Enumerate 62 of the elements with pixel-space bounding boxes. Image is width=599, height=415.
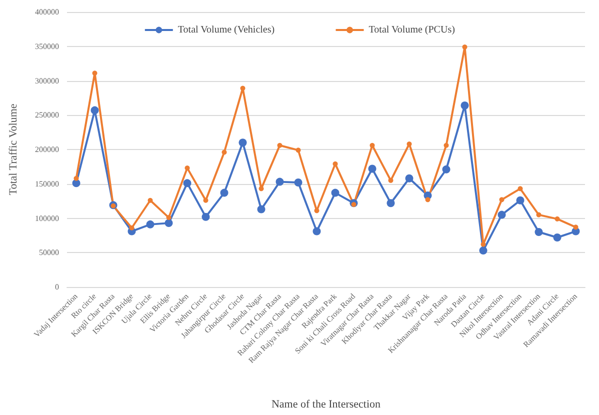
point [368,164,376,173]
point [277,142,282,148]
y-tick-label: 350000 [35,42,59,51]
point [534,228,543,236]
point [518,186,523,192]
point [90,106,99,114]
point [92,70,98,76]
point [222,150,227,155]
point [257,205,266,214]
point [296,148,301,153]
point [498,210,506,219]
point [331,188,340,197]
y-tick-label: 400000 [35,8,59,16]
point [276,178,284,186]
point [166,215,172,220]
point [312,227,321,236]
y-tick-label: 300000 [35,76,59,86]
point [554,216,560,222]
point [442,165,450,174]
point [203,198,208,203]
point [425,197,430,202]
x-axis-title: Name of the Intersection [271,398,382,410]
point [536,212,542,218]
point [370,142,375,148]
point [220,188,228,197]
point [148,198,153,203]
point [573,224,578,230]
y-axis-title: Total Traffic Volume [8,104,20,196]
point [238,138,247,147]
point [460,102,469,110]
point [146,220,154,228]
point [406,142,412,146]
point [480,242,486,247]
point [332,161,338,166]
point [479,246,488,255]
y-tick-label: 250000 [35,110,59,120]
point [202,212,210,221]
point [351,202,356,207]
point [129,225,134,230]
point [499,197,504,202]
point [183,179,192,188]
point [462,44,468,50]
y-tick-label: 50000 [39,248,59,258]
point [164,219,173,228]
point [294,178,302,186]
point [444,142,449,148]
point [405,174,414,182]
point [516,196,524,204]
y-tick-label: 200000 [35,145,59,154]
point [240,86,246,91]
legend-label: Total Volume (PCUs) [368,24,455,36]
point [314,208,320,214]
y-tick-label: 0 [55,282,59,292]
legend-label: Total Volume (Vehicles) [178,24,275,36]
point [184,166,190,171]
y-tick-label: 150000 [35,179,59,188]
point [553,234,562,242]
point [388,178,394,183]
point [258,186,264,192]
y-tick-label: 100000 [35,214,59,223]
point [386,199,395,208]
point [74,176,79,181]
